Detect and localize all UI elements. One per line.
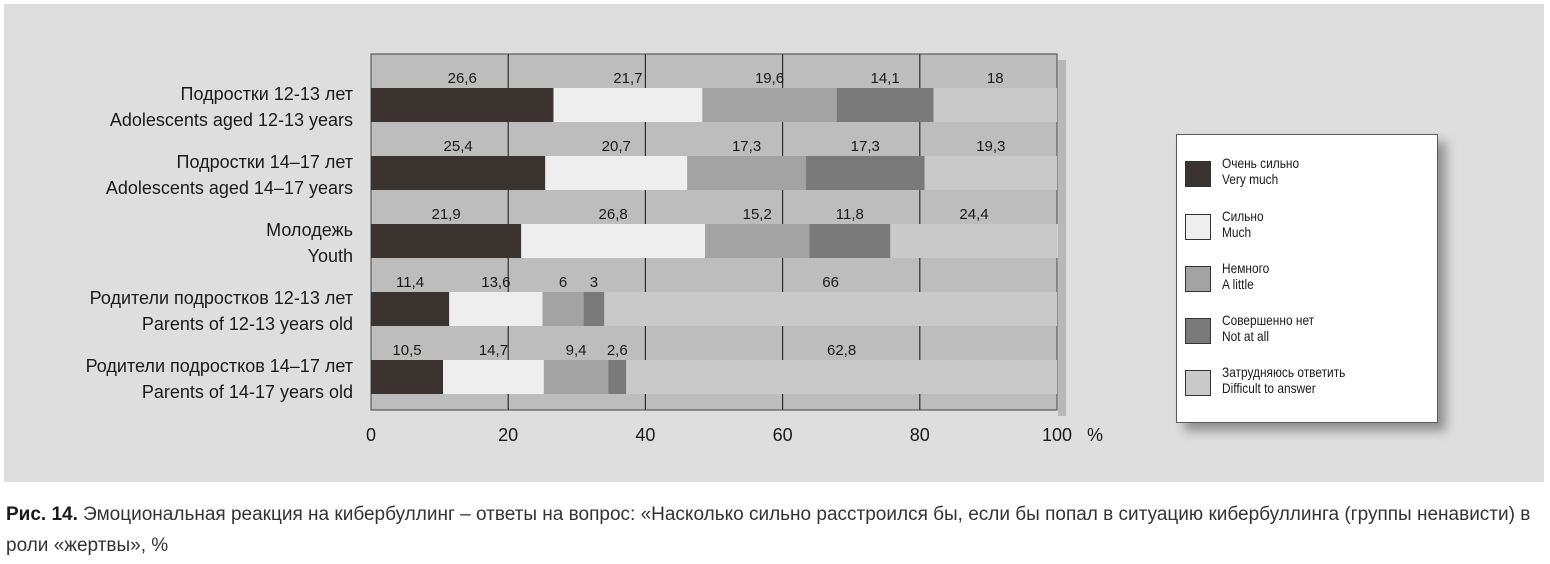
x-tick-label: 80	[910, 425, 930, 445]
x-tick-label: 60	[773, 425, 793, 445]
bar-segment	[371, 292, 450, 326]
plot-shadow	[1058, 60, 1066, 416]
value-label: 9,4	[566, 342, 587, 359]
legend-label-en: Much	[1222, 224, 1252, 240]
caption-text: Эмоциональная реакция на кибербуллинг – …	[6, 504, 1531, 556]
legend: Очень сильно Very much Сильно Much Немно…	[1176, 134, 1438, 423]
bar-segment	[371, 88, 554, 122]
legend-label-ru: Совершенно нет	[1222, 312, 1315, 328]
value-label: 15,2	[743, 206, 772, 223]
value-label: 2,6	[607, 342, 628, 359]
legend-label-en: Difficult to answer	[1222, 380, 1316, 396]
legend-swatch-difficult-to-answer	[1185, 370, 1211, 396]
bar-segment	[449, 292, 543, 326]
value-label: 10,5	[392, 342, 421, 359]
value-label: 66	[822, 274, 839, 291]
bar-segment	[836, 88, 934, 122]
value-label: 20,7	[602, 138, 631, 155]
bar-segment	[890, 224, 1058, 258]
category-label-ru: Родители подростков 12-13 лет	[90, 288, 353, 308]
legend-label-ru: Немного	[1222, 260, 1270, 276]
legend-swatch-very-much	[1185, 161, 1211, 187]
x-tick-label: 100	[1042, 425, 1072, 445]
bar-segment	[924, 156, 1057, 190]
figure-caption: Рис. 14. Эмоциональная реакция на киберб…	[6, 499, 1546, 561]
value-label: 18	[987, 70, 1004, 87]
category-label-ru: Молодежь	[266, 220, 353, 240]
value-label: 19,3	[976, 138, 1005, 155]
bar-segment	[933, 88, 1057, 122]
value-label: 6	[559, 274, 567, 291]
bar-segment	[545, 156, 688, 190]
bar-segment	[553, 88, 703, 122]
category-label-ru: Подростки 14–17 лет	[177, 152, 353, 172]
legend-swatch-a-little	[1185, 266, 1211, 292]
value-label: 19,6	[755, 70, 784, 87]
legend-label-ru: Затрудняюсь ответить	[1222, 364, 1346, 380]
stacked-bar-chart: 26,6 21,7 19,6 14,1 18 Подростки 12-13 лет Ado…	[86, 53, 1103, 445]
bar-segment	[443, 360, 544, 394]
category-label-en: Adolescents aged 14–17 years	[106, 178, 353, 198]
category-label-ru: Родители подростков 14–17 лет	[86, 356, 353, 376]
bar-segment	[702, 88, 837, 122]
value-label: 14,1	[871, 70, 900, 87]
value-label: 24,4	[959, 206, 988, 223]
bar-segment	[543, 360, 609, 394]
bar-segment	[371, 360, 444, 394]
category-label-en: Adolescents aged 12-13 years	[110, 110, 353, 130]
value-label: 3	[590, 274, 598, 291]
category-label-en: Parents of 12-13 years old	[142, 314, 353, 334]
bar-segment	[687, 156, 806, 190]
value-label: 17,3	[851, 138, 880, 155]
bar-segment	[521, 224, 706, 258]
legend-label-ru: Сильно	[1222, 208, 1264, 224]
category-label-ru: Подростки 12-13 лет	[181, 84, 353, 104]
value-label: 11,8	[836, 206, 864, 223]
value-label: 17,3	[732, 138, 761, 155]
bar-segment	[542, 292, 584, 326]
caption-label: Рис. 14.	[6, 504, 78, 525]
value-label: 11,4	[396, 274, 424, 291]
bar-segment	[626, 360, 1057, 394]
value-label: 26,6	[448, 70, 477, 87]
bar-segment	[583, 292, 605, 326]
x-axis-unit: %	[1087, 425, 1103, 445]
x-tick-label: 20	[498, 425, 518, 445]
legend-label-ru: Очень сильно	[1222, 155, 1300, 171]
value-label: 25,4	[444, 138, 473, 155]
bar-segment	[705, 224, 810, 258]
bar-segment	[371, 224, 522, 258]
category-label-en: Parents of 14-17 years old	[142, 382, 353, 402]
x-tick-label: 40	[635, 425, 655, 445]
chart-panel: 26,6 21,7 19,6 14,1 18 Подростки 12-13 лет Ado…	[4, 4, 1544, 482]
value-label: 21,7	[613, 70, 642, 87]
value-label: 21,9	[432, 206, 461, 223]
legend-label-en: A little	[1222, 276, 1254, 292]
category-label-en: Youth	[308, 246, 353, 266]
bar-segment	[805, 156, 925, 190]
legend-swatch-not-at-all	[1185, 318, 1211, 344]
x-tick-label: 0	[366, 425, 376, 445]
value-label: 26,8	[599, 206, 628, 223]
legend-swatch-much	[1185, 214, 1211, 240]
legend-label-en: Not at all	[1222, 328, 1269, 344]
bar-segment	[604, 292, 1057, 326]
bar-segment	[371, 156, 546, 190]
value-label: 13,6	[481, 274, 510, 291]
value-label: 62,8	[827, 342, 856, 359]
bar-segment	[809, 224, 891, 258]
value-label: 14,7	[479, 342, 508, 359]
bar-segment	[608, 360, 627, 394]
legend-label-en: Very much	[1222, 171, 1279, 187]
